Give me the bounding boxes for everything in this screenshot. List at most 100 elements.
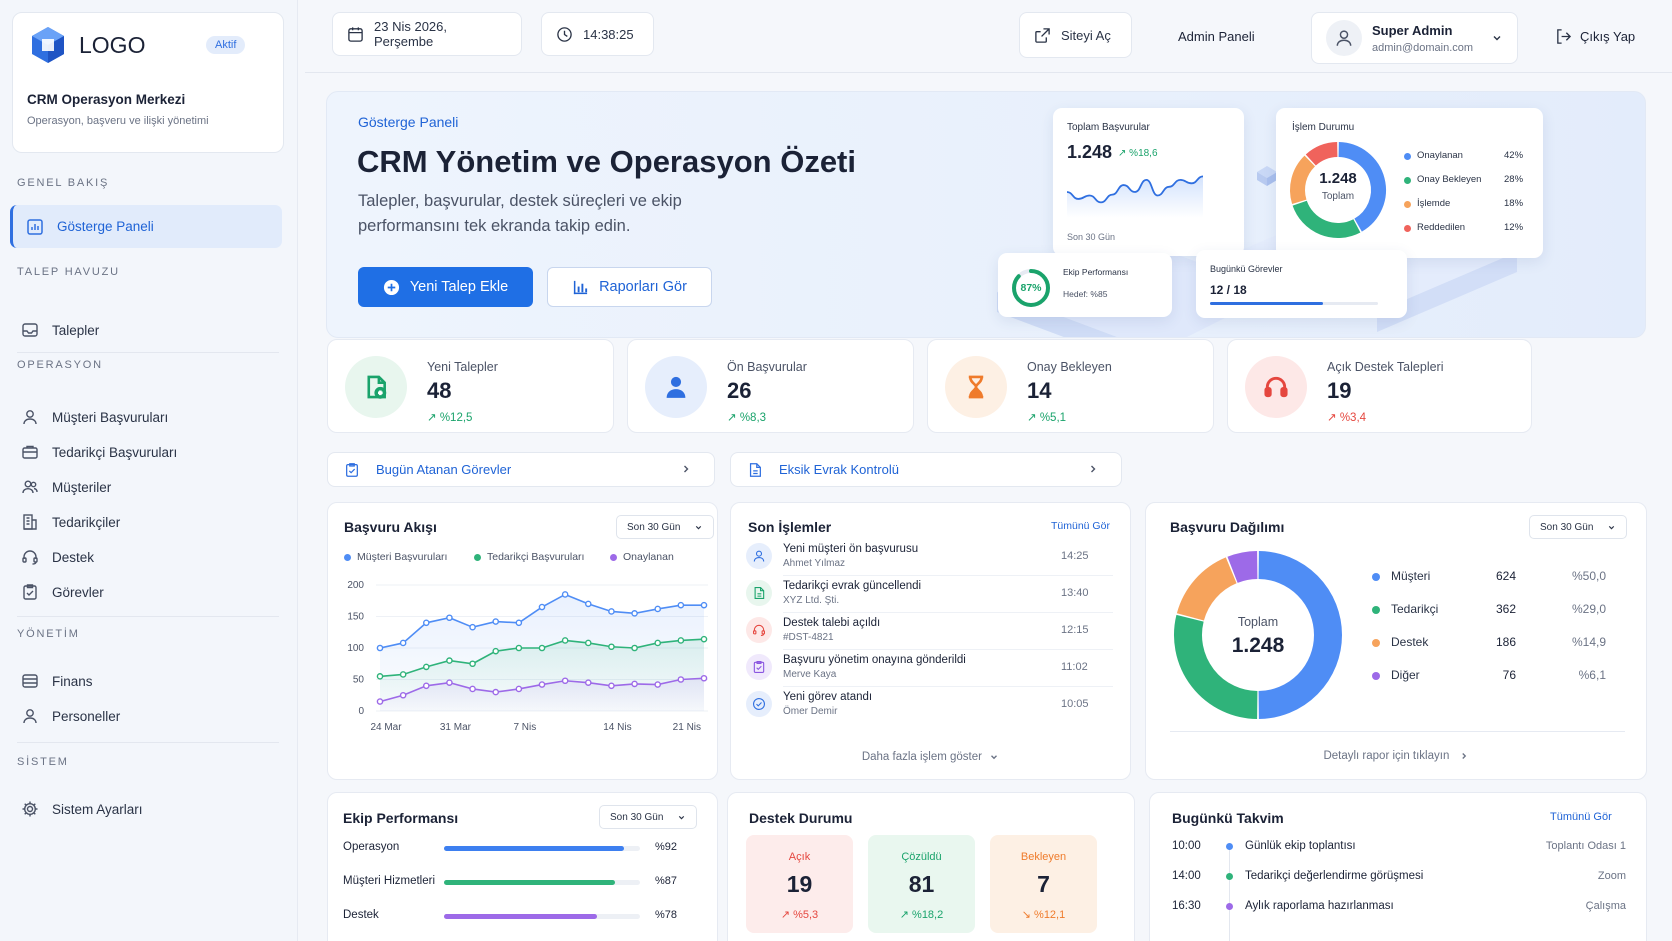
new-request-label: Yeni Talep Ekle xyxy=(409,279,509,295)
quick-link-missing-docs[interactable]: Eksik Evrak Kontrolü xyxy=(730,452,1122,487)
admin-panel-link[interactable]: Admin Paneli xyxy=(1178,29,1255,44)
chevron-right-icon xyxy=(1459,751,1469,761)
detailed-report-link[interactable]: Detaylı rapor için tıklayın xyxy=(1146,750,1646,762)
support-label: Açık xyxy=(788,851,811,863)
event-title[interactable]: Günlük ekip toplantısı xyxy=(1245,840,1356,852)
open-site-button[interactable]: Siteyi Aç xyxy=(1019,12,1132,58)
flow-line-chart: 200 150 100 50 0 24 Mar 31 Mar 7 Nis 14 Nis 21 Ni… xyxy=(347,580,708,733)
card-title: Başvuru Dağılımı xyxy=(1170,519,1285,535)
event-location: Zoom xyxy=(1597,870,1626,882)
legend-dot xyxy=(1372,573,1380,581)
open-site-label: Siteyi Aç xyxy=(1061,27,1111,43)
total-delta-text: %18,6 xyxy=(1129,148,1158,159)
clipboard-check-icon xyxy=(344,462,360,478)
distribution-range-select[interactable]: Son 30 Gün xyxy=(1529,515,1628,539)
team-performance-mini-card: 87% Ekip Performansı Hedef: %85 xyxy=(998,253,1172,317)
application-distribution-card: Başvuru Dağılımı Son 30 Gün Toplam 1.248… xyxy=(1145,502,1647,780)
team-label: Destek xyxy=(343,909,379,921)
support-box[interactable]: Bekleyen 7 ↘ %12,1 xyxy=(990,835,1097,933)
recent-see-all-link[interactable]: Tümünü Gör xyxy=(1051,520,1110,532)
external-link-icon xyxy=(1034,27,1051,44)
event-title[interactable]: Tedarikçi değerlendirme görüşmesi xyxy=(1245,870,1424,882)
calendar-icon xyxy=(347,26,364,43)
team-ring xyxy=(1012,269,1050,307)
event-time: 10:00 xyxy=(1172,840,1201,852)
headset-icon xyxy=(746,617,772,643)
page-title: CRM Yönetim ve Operasyon Özeti xyxy=(357,144,856,179)
sidebar-item-label: Personeller xyxy=(52,708,121,724)
bar-chart-icon xyxy=(572,279,589,296)
sparkline-area xyxy=(1067,176,1203,218)
data-point xyxy=(515,685,523,693)
support-label: Bekleyen xyxy=(1020,851,1067,863)
sidebar-item-musteri-basvurulari[interactable]: Müşteri Başvuruları xyxy=(10,399,282,435)
topbar-divider xyxy=(305,72,1672,73)
user-menu[interactable]: Super Admin admin@domain.com xyxy=(1311,12,1518,64)
team-range-select[interactable]: Son 30 Gün xyxy=(599,805,698,829)
logo-icon[interactable] xyxy=(29,25,67,65)
support-box[interactable]: Çözüldü 81 ↗ %18,2 xyxy=(868,835,975,933)
sidebar-item-sistem-ayarlari[interactable]: Sistem Ayarları xyxy=(10,791,282,827)
tasks-title: Bugünkü Görevler xyxy=(1210,264,1283,274)
card-title: Destek Durumu xyxy=(749,810,853,826)
sidebar-item-dashboard[interactable]: Gösterge Paneli xyxy=(10,205,282,248)
sidebar-item-destek[interactable]: Destek xyxy=(10,539,282,575)
activity-title: Yeni görev atandı xyxy=(783,691,873,703)
sidebar-item-tedarikciler[interactable]: Tedarikçiler xyxy=(10,504,282,540)
show-more-button[interactable]: Daha fazla işlem göster xyxy=(731,751,1130,763)
legend-pct: %6,1 xyxy=(1578,668,1606,682)
sidebar-item-finans[interactable]: Finans xyxy=(10,663,282,699)
event-time: 14:00 xyxy=(1172,870,1201,882)
sidebar-item-talepler[interactable]: Talepler xyxy=(10,312,282,348)
event-location: Toplantı Odası 1 xyxy=(1545,840,1626,852)
x-tick-label: 21 Nis xyxy=(673,722,701,733)
chevron-right-icon xyxy=(680,463,692,475)
document-add-icon xyxy=(345,356,407,418)
calendar-see-all-link[interactable]: Tümünü Gör xyxy=(1550,811,1612,823)
support-label: Çözüldü xyxy=(901,851,942,863)
support-box[interactable]: Açık 19 ↗ %5,3 xyxy=(746,835,853,933)
chevron-down-icon xyxy=(1607,523,1616,532)
team-progress-track xyxy=(444,846,640,851)
legend-value: 186 xyxy=(1495,635,1516,649)
date-display: 23 Nis 2026, Perşembe xyxy=(332,12,522,56)
team-ring-progress xyxy=(1012,269,1050,307)
team-progress-fill xyxy=(444,846,625,851)
x-tick-label: 24 Mar xyxy=(370,722,402,733)
new-request-button[interactable]: Yeni Talep Ekle xyxy=(358,267,533,307)
card-title: Ekip Performansı xyxy=(343,810,459,826)
sidebar-item-musteriler[interactable]: Müşteriler xyxy=(10,469,282,505)
team-pct: %87 xyxy=(654,875,677,887)
application-flow-card: Başvuru Akışı Son 30 Gün Müşteri Başvuru… xyxy=(327,502,718,780)
data-point xyxy=(654,639,662,647)
reports-button[interactable]: Raporları Gör xyxy=(547,267,712,307)
legend-label: Diğer xyxy=(1391,668,1420,682)
x-tick-label: 7 Nis xyxy=(513,722,536,733)
team-pct: %78 xyxy=(654,909,677,921)
flow-range-select[interactable]: Son 30 Gün xyxy=(616,515,715,539)
logout-button[interactable]: Çıkış Yap xyxy=(1555,28,1635,45)
activity-title: Tedarikçi evrak güncellendi xyxy=(783,580,922,592)
sidebar-item-label: Tedarikçi Başvuruları xyxy=(52,444,178,460)
detailed-report-label: Detaylı rapor için tıklayın xyxy=(1323,750,1450,762)
activity-time: 11:02 xyxy=(1061,661,1088,673)
data-point xyxy=(376,673,384,680)
tasks-progress-fill xyxy=(1210,302,1323,305)
sidebar-item-personeller[interactable]: Personeller xyxy=(10,698,282,734)
tasks-value: 12 / 18 xyxy=(1210,283,1247,297)
divider xyxy=(783,575,1113,576)
sidebar-item-tedarikci-basvurulari[interactable]: Tedarikçi Başvuruları xyxy=(10,434,282,470)
status-donut-slice xyxy=(1290,155,1316,205)
data-point xyxy=(538,603,546,611)
data-point xyxy=(399,639,407,647)
event-dot xyxy=(1226,903,1233,910)
chevron-right-icon xyxy=(1087,463,1099,475)
sidebar-item-label: Görevler xyxy=(52,584,104,600)
reports-label: Raporları Gör xyxy=(599,279,687,295)
event-title[interactable]: Aylık raporlama hazırlanması xyxy=(1245,900,1394,912)
card-title: Son İşlemler xyxy=(748,519,832,535)
activity-title: Destek talebi açıldı xyxy=(783,617,881,629)
data-point xyxy=(584,639,592,647)
sidebar-item-gorevler[interactable]: Görevler xyxy=(10,574,282,610)
quick-link-assigned-tasks[interactable]: Bugün Atanan Görevler xyxy=(327,452,715,487)
